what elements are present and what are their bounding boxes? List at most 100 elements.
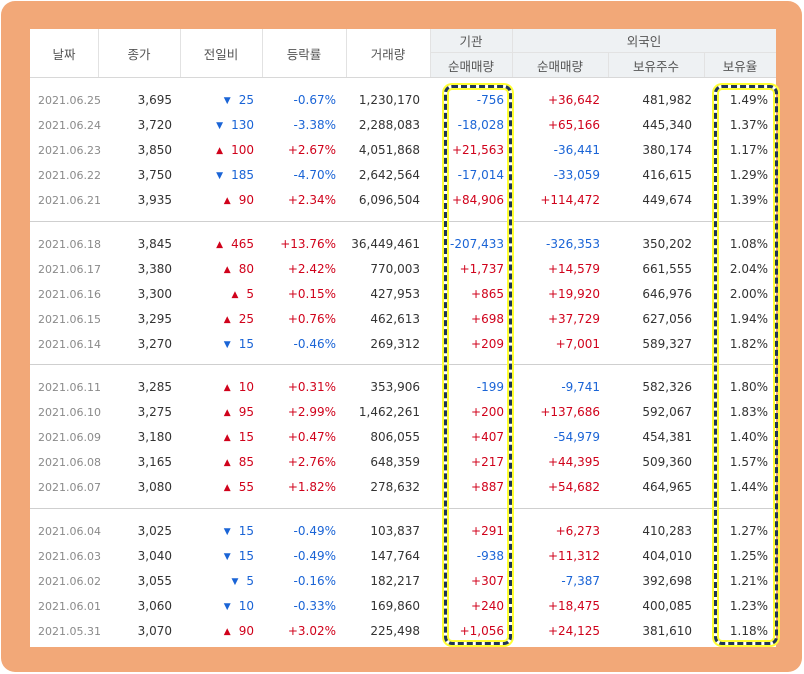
foreign-ratio-cell: 1.29% (729, 168, 768, 182)
diff-cell: ▲ 80 (180, 257, 254, 282)
date-cell: 2021.06.02 (38, 575, 101, 588)
date-cell: 2021.06.22 (38, 169, 101, 182)
close-cell: 3,275 (137, 405, 172, 419)
foreign-ratio-cell: 2.04% (729, 262, 768, 276)
date-cell: 2021.06.15 (38, 313, 101, 326)
volume-cell: 1,230,170 (358, 93, 420, 107)
foreign-holdings-cell: 381,610 (642, 624, 692, 638)
foreign-holdings-cell: 400,085 (642, 599, 692, 613)
volume-cell: 806,055 (370, 430, 420, 444)
header-group-bg (430, 29, 776, 77)
foreign-holdings-cell: 627,056 (642, 312, 692, 326)
table-row: 2021.06.17 3,380 ▲ 80 +2.42% 770,003 +1,737 +14… (30, 257, 776, 282)
header-volume: 거래량 (370, 46, 406, 62)
institution-net-cell: -18,028 (457, 118, 504, 132)
diff-value: 5 (246, 287, 254, 301)
triangle-up-icon: ▲ (223, 196, 231, 206)
foreign-holdings-cell: 661,555 (642, 262, 692, 276)
table-row: 2021.06.10 3,275 ▲ 95 +2.99% 1,462,261 +200 +13… (30, 400, 776, 425)
foreign-ratio-cell: 1.80% (729, 380, 768, 394)
foreign-ratio-cell: 1.37% (729, 118, 768, 132)
triangle-up-icon: ▲ (223, 458, 231, 468)
institution-net-cell: -938 (476, 549, 504, 563)
institution-net-cell: +209 (471, 337, 504, 351)
diff-value: 185 (231, 168, 254, 182)
foreign-net-cell: +114,472 (540, 193, 600, 207)
diff-value: 95 (238, 405, 254, 419)
institution-net-cell: +84,906 (451, 193, 504, 207)
triangle-down-icon: ▼ (223, 340, 231, 350)
diff-value: 465 (231, 237, 254, 251)
date-cell: 2021.06.21 (38, 194, 101, 207)
diff-cell: ▼ 10 (180, 594, 254, 619)
rate-cell: -0.49% (293, 524, 336, 538)
date-cell: 2021.06.17 (38, 263, 101, 276)
header-subline (430, 52, 776, 53)
foreign-holdings-cell: 481,982 (642, 93, 692, 107)
date-cell: 2021.06.01 (38, 600, 101, 613)
triangle-up-icon: ▲ (223, 265, 231, 275)
rate-cell: +0.47% (287, 430, 336, 444)
diff-value: 15 (238, 524, 254, 538)
foreign-holdings-cell: 410,283 (642, 524, 692, 538)
date-cell: 2021.06.10 (38, 406, 101, 419)
foreign-ratio-cell: 1.23% (729, 599, 768, 613)
rate-cell: -0.46% (293, 337, 336, 351)
institution-net-cell: +1,056 (459, 624, 504, 638)
group-separator (30, 221, 776, 222)
diff-value: 100 (231, 143, 254, 157)
date-cell: 2021.06.03 (38, 550, 101, 563)
header-divider (346, 29, 347, 77)
table-row: 2021.06.15 3,295 ▲ 25 +0.76% 462,613 +698 +37,7… (30, 307, 776, 332)
foreign-net-cell: +37,729 (547, 312, 600, 326)
header-divider (704, 53, 705, 77)
rate-cell: +2.99% (287, 405, 336, 419)
diff-value: 90 (238, 624, 254, 638)
header-divider (98, 29, 99, 77)
triangle-up-icon: ▲ (223, 627, 231, 637)
header-divider (512, 29, 513, 77)
volume-cell: 147,764 (370, 549, 420, 563)
institution-net-cell: +698 (471, 312, 504, 326)
triangle-down-icon: ▼ (223, 552, 231, 562)
table-row: 2021.06.25 3,695 ▼ 25 -0.67% 1,230,170 -756 +36… (30, 88, 776, 113)
volume-cell: 6,096,504 (358, 193, 420, 207)
institution-net-cell: +200 (471, 405, 504, 419)
table-row: 2021.06.11 3,285 ▲ 10 +0.31% 353,906 -199 -9,74… (30, 375, 776, 400)
header-divider (430, 29, 431, 77)
diff-value: 10 (238, 380, 254, 394)
foreign-net-cell: +65,166 (547, 118, 600, 132)
triangle-up-icon: ▲ (216, 240, 224, 250)
foreign-net-cell: -33,059 (553, 168, 600, 182)
institution-net-cell: -199 (476, 380, 504, 394)
triangle-down-icon: ▼ (216, 121, 224, 131)
foreign-holdings-cell: 464,965 (642, 480, 692, 494)
stock-table: 날짜 종가 전일비 등락률 거래량 기관 순매매량 외국인 순매매량 보유주수 … (30, 29, 776, 647)
close-cell: 3,285 (137, 380, 172, 394)
diff-cell: ▼ 5 (180, 569, 254, 594)
foreign-net-cell: +7,001 (555, 337, 600, 351)
table-row: 2021.06.01 3,060 ▼ 10 -0.33% 169,860 +240 +18,4… (30, 594, 776, 619)
date-cell: 2021.06.04 (38, 525, 101, 538)
diff-value: 55 (238, 480, 254, 494)
close-cell: 3,080 (137, 480, 172, 494)
foreign-net-cell: +54,682 (547, 480, 600, 494)
volume-cell: 269,312 (370, 337, 420, 351)
foreign-holdings-cell: 582,326 (642, 380, 692, 394)
institution-net-cell: +217 (471, 455, 504, 469)
rate-cell: -4.70% (293, 168, 336, 182)
close-cell: 3,060 (137, 599, 172, 613)
header-close: 종가 (127, 46, 151, 62)
volume-cell: 2,642,564 (358, 168, 420, 182)
close-cell: 3,300 (137, 287, 172, 301)
volume-cell: 225,498 (370, 624, 420, 638)
diff-value: 15 (238, 430, 254, 444)
triangle-up-icon: ▲ (223, 315, 231, 325)
diff-cell: ▲ 95 (180, 400, 254, 425)
foreign-net-cell: -9,741 (561, 380, 600, 394)
date-cell: 2021.06.23 (38, 144, 101, 157)
foreign-holdings-cell: 445,340 (642, 118, 692, 132)
diff-cell: ▲ 465 (180, 232, 254, 257)
table-row: 2021.06.03 3,040 ▼ 15 -0.49% 147,764 -938 +11,3… (30, 544, 776, 569)
foreign-net-cell: +44,395 (547, 455, 600, 469)
